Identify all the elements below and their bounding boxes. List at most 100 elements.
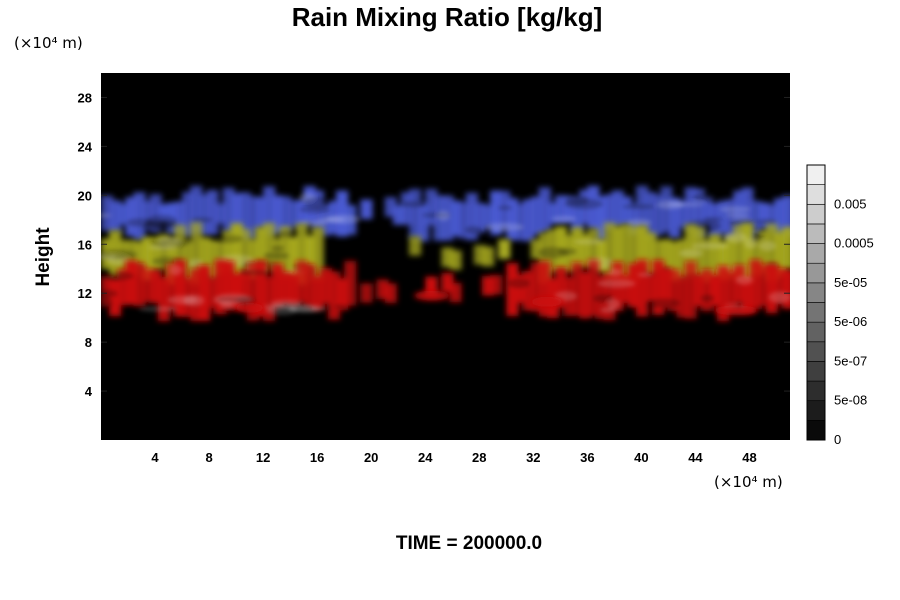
rain-streak (169, 264, 182, 276)
colorbar-level (806, 203, 826, 225)
x-tick-label: 8 (205, 450, 212, 465)
y-tick-label: 12 (78, 286, 92, 301)
x-tick-label: 28 (472, 450, 486, 465)
rain-streak (758, 240, 777, 251)
rain-streak (271, 245, 285, 252)
y-axis-label: Height (33, 227, 54, 287)
rain-streak (219, 302, 233, 307)
rain-blob (530, 296, 563, 307)
colorbar-level (806, 243, 826, 264)
rain-streak (148, 245, 178, 251)
rain-streak (265, 306, 298, 316)
colorbar-frame (806, 164, 826, 441)
rain-cell (449, 282, 462, 303)
y-tick-label: 20 (78, 188, 92, 203)
rain-streak (551, 215, 577, 222)
rain-field (101, 185, 790, 322)
rain-layer-texture (101, 264, 790, 316)
x-tick-label: 4 (151, 450, 159, 465)
rain-cell (481, 246, 495, 267)
rain-cell (781, 269, 790, 309)
rain-cell (384, 283, 397, 304)
y-tick-label: 24 (78, 139, 93, 154)
rain-streak (700, 294, 715, 302)
chart-title: Rain Mixing Ratio [kg/kg] (292, 2, 603, 32)
rain-streak (146, 214, 178, 227)
rain-streak (211, 234, 244, 244)
rain-streak (735, 275, 753, 285)
rain-streak (101, 213, 112, 218)
rain-streak (263, 252, 290, 260)
y-axis-unit: (×10⁴ m) (14, 34, 83, 52)
colorbar-level (806, 321, 826, 343)
y-axis: 4 8 12 16 20 24 28 (78, 90, 790, 399)
rain-cell (360, 283, 373, 303)
colorbar-level (806, 164, 826, 185)
x-tick-label: 16 (310, 450, 324, 465)
rain-streak (299, 205, 330, 213)
colorbar-level (806, 262, 826, 284)
rain-streak (240, 269, 269, 276)
colorbar-level (806, 302, 826, 323)
rain-streak (627, 218, 652, 227)
rain-streak (725, 213, 751, 218)
rain-streak (484, 222, 524, 232)
rain-streak (593, 294, 614, 303)
rain-streak (507, 278, 530, 289)
x-tick-label: 20 (364, 450, 378, 465)
colorbar-label: 5e-07 (834, 353, 867, 368)
x-tick-label: 24 (418, 450, 433, 465)
rain-streak (573, 239, 605, 245)
x-tick-label: 32 (526, 450, 540, 465)
rain-streak (751, 234, 766, 240)
rain-streak (608, 268, 622, 277)
rain-cell (344, 260, 357, 306)
x-tick-label: 40 (634, 450, 648, 465)
rain-streak (101, 297, 113, 310)
isolated-cells (235, 290, 758, 316)
rain-streak (565, 195, 589, 206)
rain-streak (157, 236, 181, 247)
rain-cell (360, 199, 373, 220)
rain-cell (781, 195, 790, 238)
rain-streak (183, 294, 205, 307)
rain-streak (637, 272, 652, 277)
colorbar-label: 5e-05 (834, 275, 867, 290)
rain-cell (409, 236, 422, 256)
rain-streak (101, 271, 134, 281)
colorbar-level (806, 420, 826, 441)
x-axis: 4 8 12 16 20 24 28 32 36 40 44 48 (151, 450, 756, 465)
y-tick-label: 8 (85, 335, 92, 350)
rain-streak (554, 291, 578, 301)
rain-streak (126, 218, 154, 227)
rain-streak (679, 248, 703, 258)
colorbar-label: 5e-06 (834, 314, 867, 329)
rain-streak (279, 229, 297, 238)
colorbar-label: 5e-08 (834, 393, 867, 408)
rain-streak (607, 298, 621, 310)
rain-streak (334, 304, 347, 309)
colorbar-level (806, 282, 826, 303)
rain-streak (138, 306, 178, 312)
rain-streak (465, 226, 482, 235)
rain-streak (538, 246, 569, 259)
colorbar-level (806, 341, 826, 362)
colorbar-label: 0 (834, 432, 841, 447)
rain-streak (437, 210, 450, 221)
rain-streak (101, 254, 116, 260)
rain-streak (646, 298, 681, 308)
colorbar-label: 0.005 (834, 196, 867, 211)
colorbar-level (806, 400, 826, 421)
y-tick-label: 28 (78, 90, 92, 105)
colorbar-level (806, 380, 826, 402)
colorbar-level (806, 223, 826, 244)
rain-blob (235, 302, 264, 313)
rain-cell (206, 189, 219, 235)
rain-streak (303, 196, 330, 208)
rain-streak (755, 219, 777, 225)
time-annotation: TIME = 200000.0 (396, 533, 542, 554)
rain-streak (666, 202, 705, 207)
rain-streak (325, 214, 361, 224)
rain-streak (270, 299, 303, 308)
rain-streak (768, 291, 790, 304)
